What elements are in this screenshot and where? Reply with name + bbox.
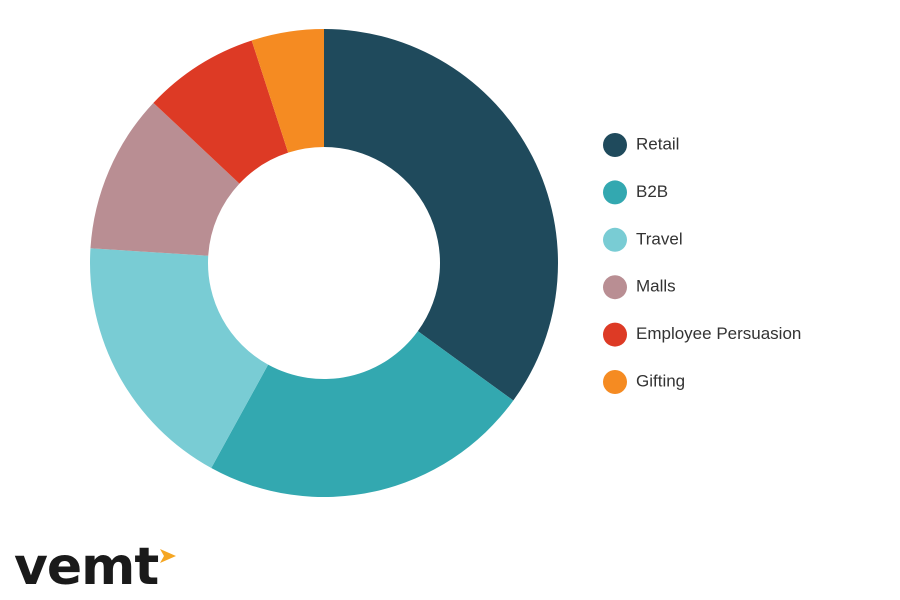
legend-label: Retail (636, 134, 679, 153)
slice (324, 29, 559, 401)
legend-label: B2B (636, 182, 668, 201)
legend-swatch (603, 322, 627, 347)
legend-label: Malls (636, 277, 676, 296)
slice (211, 331, 514, 498)
slice (90, 248, 269, 469)
legend-swatch (603, 227, 627, 252)
logo: vemt (14, 537, 158, 597)
slice (153, 40, 289, 184)
legend-swatch (603, 180, 627, 205)
legend-swatch (603, 133, 627, 157)
slice (90, 102, 240, 256)
legend-swatch (603, 370, 627, 394)
legend-label: Travel (636, 229, 683, 248)
legend-swatch (603, 275, 627, 300)
logo-arrow (160, 549, 176, 563)
slice (251, 29, 324, 153)
legend-label: Gifting (636, 371, 685, 390)
legend-label: Employee Persuasion (636, 324, 801, 343)
